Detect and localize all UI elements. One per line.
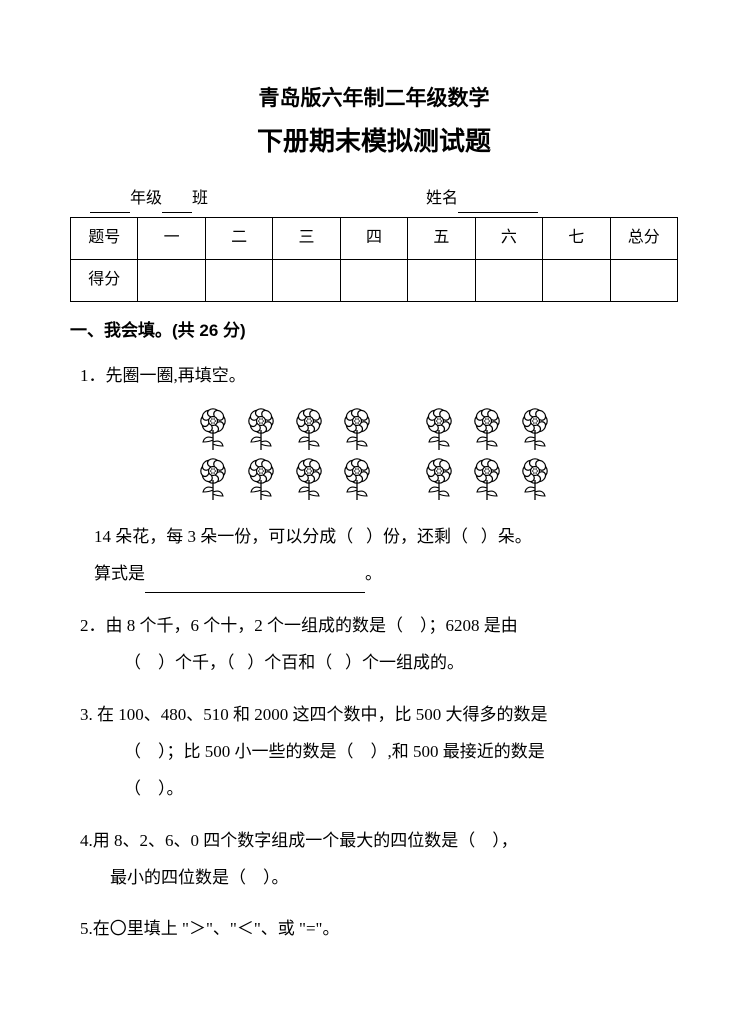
answer-blank <box>145 577 365 593</box>
flower-icon <box>470 408 504 452</box>
q3-text-2c: ）,和 500 最接近的数是 <box>371 742 545 761</box>
question-4: 4.用 8、2、6、0 四个数字组成一个最大的四位数是（ ）， 最小的四位数是（… <box>70 822 678 897</box>
flower-icon <box>292 408 326 452</box>
th-1: 一 <box>138 218 205 260</box>
q3-text-3b: ）。 <box>158 779 184 798</box>
q4-text-1b: ）， <box>492 831 518 850</box>
q1-num: 1． <box>80 366 106 385</box>
title-block: 青岛版六年制二年级数学 下册期末模拟测试题 <box>70 80 678 165</box>
grade-label: 年级 <box>130 190 162 207</box>
q2-text-2d: ）个一组成的。 <box>345 653 464 672</box>
q2-text-2c: ）个百和（ <box>247 653 332 672</box>
name-label: 姓名 <box>426 190 458 207</box>
q1-prompt: 先圈一圈,再填空。 <box>106 366 246 385</box>
title-line-1: 青岛版六年制二年级数学 <box>70 80 678 118</box>
q4-num: 4. <box>80 831 93 850</box>
flower-icon <box>422 458 456 502</box>
th-2: 二 <box>205 218 272 260</box>
score-table: 题号 一 二 三 四 五 六 七 总分 得分 <box>70 217 678 302</box>
th-3: 三 <box>273 218 340 260</box>
q1-text-a: 14 朵花，每 3 朵一份，可以分成（ <box>94 527 353 546</box>
q3-text-1: 在 100、480、510 和 2000 这四个数中，比 500 大得多的数是 <box>97 705 548 724</box>
th-8: 总分 <box>610 218 678 260</box>
question-1-body: 14 朵花，每 3 朵一份，可以分成（ ）份，还剩（ ）朵。 算式是 。 <box>70 518 678 593</box>
flower-row <box>196 408 552 452</box>
flower-icon <box>470 458 504 502</box>
q3-num: 3. <box>80 705 93 724</box>
question-1: 1．先圈一圈,再填空。 <box>70 357 678 394</box>
table-row: 题号 一 二 三 四 五 六 七 总分 <box>71 218 678 260</box>
q1-text-b: ）份，还剩（ <box>366 527 468 546</box>
q4-text-1a: 用 8、2、6、0 四个数字组成一个最大的四位数是（ <box>93 831 476 850</box>
q2-text-1a: 由 8 个千，6 个十，2 个一组成的数是（ <box>106 616 404 635</box>
score-label: 得分 <box>71 260 138 302</box>
q1-text-2a: 算式是 <box>94 564 145 583</box>
flower-row <box>196 458 552 502</box>
flower-icon <box>244 458 278 502</box>
q2-num: 2． <box>80 616 106 635</box>
flower-icon <box>518 458 552 502</box>
th-6: 六 <box>475 218 542 260</box>
flower-figure <box>70 408 678 502</box>
q2-text-2a: （ <box>124 653 141 672</box>
flower-icon <box>292 458 326 502</box>
q1-text-2b: 。 <box>365 564 382 583</box>
flower-icon <box>340 408 374 452</box>
q3-text-2a: （ <box>124 742 141 761</box>
q1-text-c: ）朵。 <box>481 527 532 546</box>
class-label: 班 <box>192 190 208 207</box>
q4-text-2a: 最小的四位数是（ <box>110 868 246 887</box>
th-0: 题号 <box>71 218 138 260</box>
q5-text: 在〇里填上 "＞"、"＜"、或 "="。 <box>93 919 340 938</box>
question-3: 3. 在 100、480、510 和 2000 这四个数中，比 500 大得多的… <box>70 696 678 808</box>
flower-icon <box>340 458 374 502</box>
question-2: 2．由 8 个千，6 个十，2 个一组成的数是（ ）；6208 是由 （ ）个千… <box>70 607 678 682</box>
q3-text-3a: （ <box>124 779 141 798</box>
flower-icon <box>244 408 278 452</box>
section-1-title: 一、我会填。(共 26 分) <box>70 316 678 347</box>
q5-num: 5. <box>80 919 93 938</box>
question-5: 5.在〇里填上 "＞"、"＜"、或 "="。 <box>70 910 678 947</box>
table-row: 得分 <box>71 260 678 302</box>
th-4: 四 <box>340 218 407 260</box>
flower-icon <box>422 408 456 452</box>
th-5: 五 <box>408 218 475 260</box>
title-line-2: 下册期末模拟测试题 <box>70 118 678 165</box>
q2-text-2b: ）个千，（ <box>158 653 235 672</box>
student-info-line: 年级 班 姓名 <box>70 185 678 214</box>
q2-text-1b: ）；6208 是由 <box>420 616 518 635</box>
q3-text-2b: ）；比 500 小一些的数是（ <box>158 742 354 761</box>
flower-icon <box>196 458 230 502</box>
th-7: 七 <box>543 218 610 260</box>
q4-text-2b: ）。 <box>263 868 289 887</box>
flower-icon <box>518 408 552 452</box>
flower-icon <box>196 408 230 452</box>
